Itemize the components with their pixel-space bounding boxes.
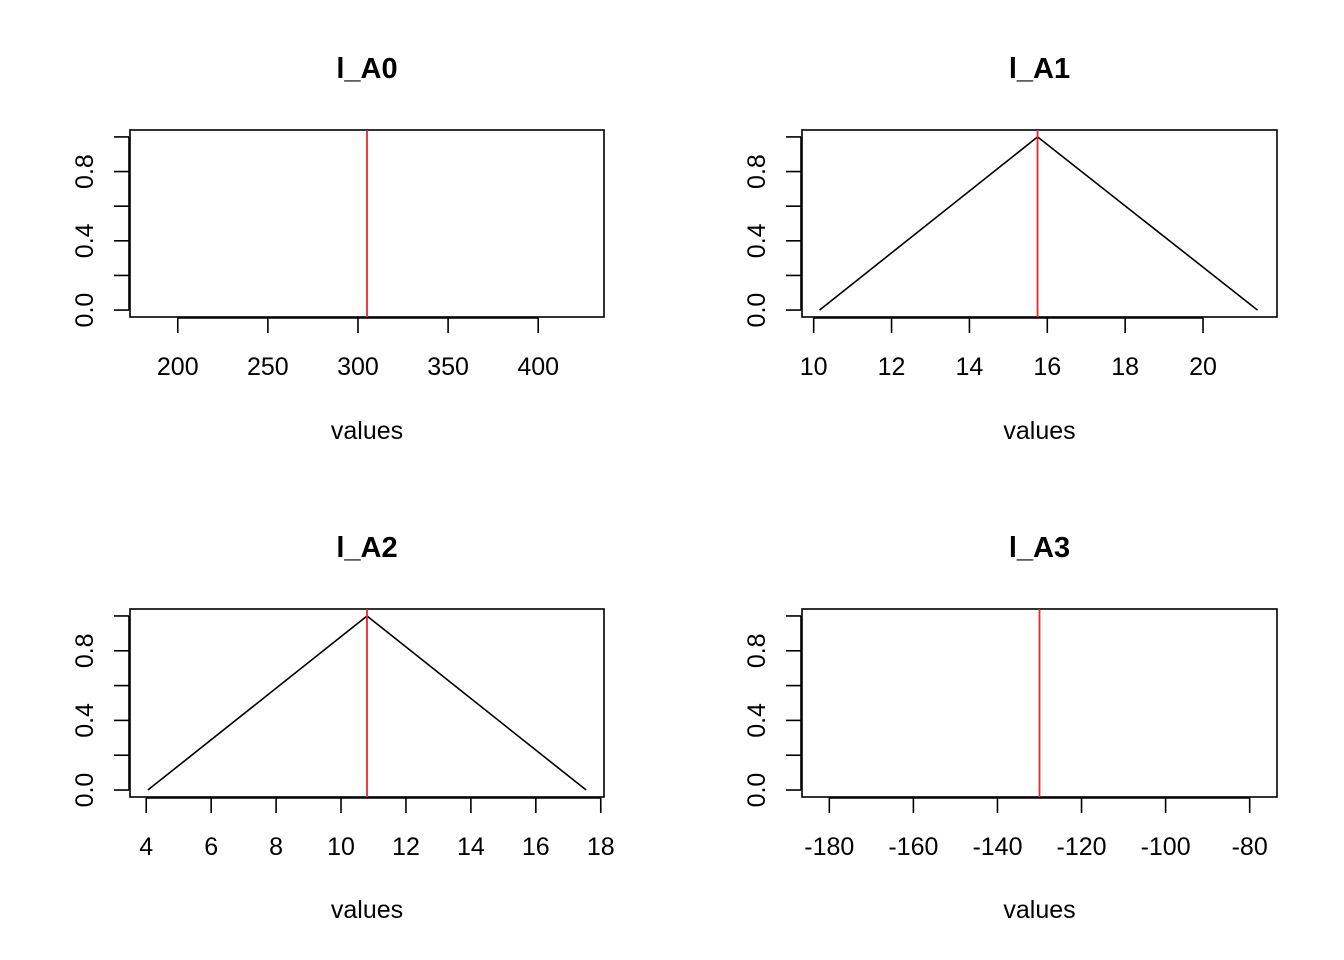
chart-title: l_A1 [1009, 53, 1070, 85]
x-axis-label: values [1003, 896, 1075, 924]
y-tick-label: 0.0 [743, 773, 771, 808]
chart-title: l_A2 [336, 532, 397, 564]
y-tick-label: 0.8 [743, 154, 771, 189]
x-tick-label: -100 [1141, 833, 1191, 861]
x-tick-label: 14 [457, 833, 485, 861]
x-tick-label: 18 [1111, 353, 1139, 381]
y-tick-label: 0.8 [743, 633, 771, 668]
chart-panel-3: l_A3 -180 -160 -140 -120 -100 -80 0.0 0.4 0.8 valu… [743, 532, 1278, 924]
y-tick-label: 0.8 [71, 154, 99, 189]
x-tick-label: -160 [888, 833, 938, 861]
x-tick-label: 18 [587, 833, 615, 861]
x-tick-label: -140 [972, 833, 1022, 861]
y-tick-label: 0.0 [71, 293, 99, 328]
x-tick-label: 16 [1033, 353, 1061, 381]
x-tick-label: 6 [204, 833, 218, 861]
y-tick-label: 0.4 [743, 223, 771, 258]
x-tick-label: 300 [337, 353, 379, 381]
chart-panel-2: l_A2 4 6 8 10 12 14 16 18 0.0 0.4 0.8 values [71, 532, 615, 924]
x-tick-label: 250 [247, 353, 289, 381]
y-tick-label: 0.4 [743, 703, 771, 738]
y-tick-label: 0.4 [71, 223, 99, 258]
x-tick-label: -120 [1057, 833, 1107, 861]
x-tick-label: 14 [956, 353, 984, 381]
y-tick-label: 0.0 [71, 773, 99, 808]
x-axis-label: values [331, 417, 403, 445]
chart-title: l_A0 [336, 53, 397, 85]
chart-panel-0: l_A0 200 250 300 350 400 0.0 0.4 0.8 values [71, 53, 605, 445]
x-axis-label: values [331, 896, 403, 924]
y-tick-label: 0.0 [743, 293, 771, 328]
x-tick-label: 400 [517, 353, 559, 381]
x-tick-label: 4 [139, 833, 153, 861]
x-tick-label: 350 [427, 353, 469, 381]
x-tick-label: 200 [157, 353, 199, 381]
x-tick-label: -80 [1232, 833, 1268, 861]
chart-title: l_A3 [1009, 532, 1070, 564]
plot-frame [801, 129, 1278, 318]
x-tick-label: 8 [269, 833, 283, 861]
y-tick-label: 0.8 [71, 633, 99, 668]
x-tick-label: 12 [392, 833, 420, 861]
x-axis-label: values [1003, 417, 1075, 445]
x-tick-label: 16 [522, 833, 550, 861]
series-line [819, 135, 1259, 311]
x-tick-label: 10 [800, 353, 828, 381]
x-tick-label: -180 [804, 833, 854, 861]
x-tick-label: 20 [1189, 353, 1217, 381]
y-tick-label: 0.4 [71, 703, 99, 738]
x-tick-label: 12 [878, 353, 906, 381]
chart-panel-1: l_A1 10 12 14 16 18 20 0.0 0.4 0.8 values [743, 53, 1278, 445]
x-tick-label: 10 [327, 833, 355, 861]
